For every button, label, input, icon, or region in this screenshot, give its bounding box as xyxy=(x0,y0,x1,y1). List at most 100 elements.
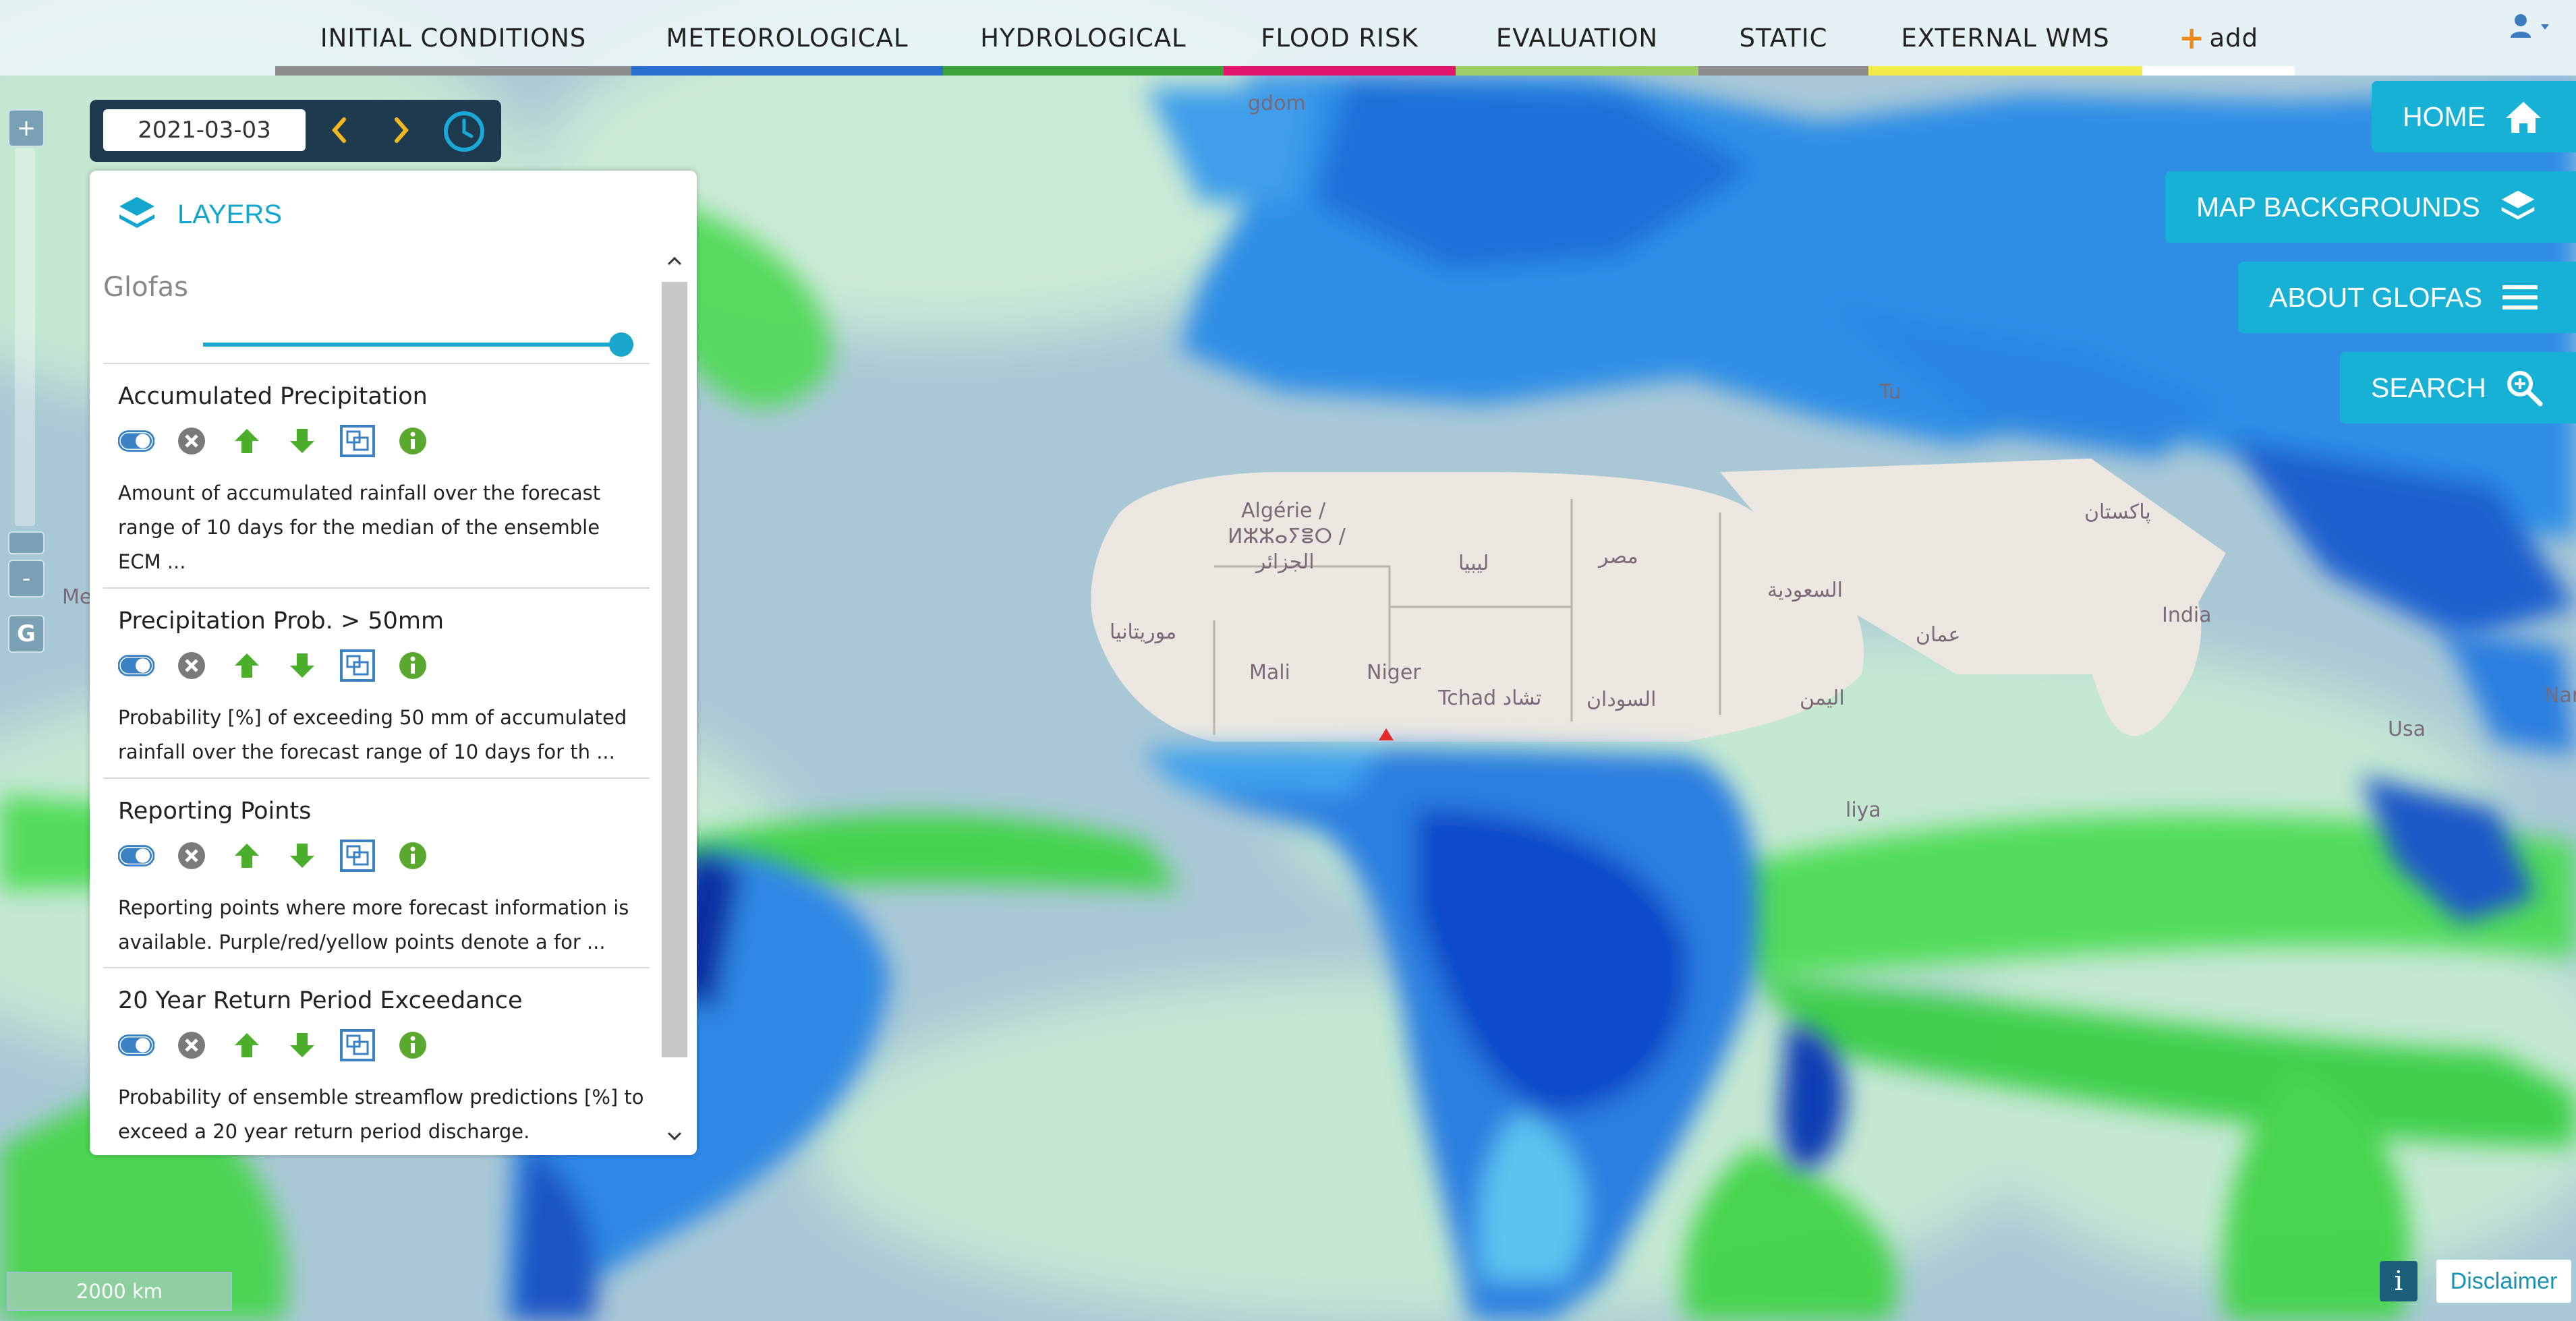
zoom-slider-handle[interactable] xyxy=(8,531,45,554)
divider xyxy=(103,363,650,364)
scrollbar-thumb[interactable] xyxy=(662,282,687,1057)
top-navigation: INITIAL CONDITIONS METEOROLOGICAL HYDROL… xyxy=(0,0,2576,76)
layer-remove-button[interactable] xyxy=(173,423,210,459)
toggle-on-icon xyxy=(118,655,154,676)
layer-remove-button[interactable] xyxy=(173,647,210,684)
close-circle-icon xyxy=(178,1032,205,1059)
tab-hydrological[interactable]: HYDROLOGICAL xyxy=(943,0,1224,76)
layer-visibility-toggle[interactable] xyxy=(118,1027,154,1063)
layer-move-up-button[interactable] xyxy=(229,1027,265,1063)
layer-name: 20 Year Return Period Exceedance xyxy=(118,987,523,1014)
layer-move-up-button[interactable] xyxy=(229,838,265,874)
map-label-algeria: Algérie / xyxy=(1241,499,1326,523)
menu-icon xyxy=(2502,285,2538,310)
tab-initial-conditions[interactable]: INITIAL CONDITIONS xyxy=(275,0,631,76)
layer-info-button[interactable] xyxy=(395,838,431,874)
search-button[interactable]: SEARCH xyxy=(2340,352,2576,423)
layer-visibility-toggle[interactable] xyxy=(118,838,154,874)
zoom-out-button[interactable]: - xyxy=(8,560,45,597)
layer-move-down-button[interactable] xyxy=(284,838,320,874)
chevron-up-icon xyxy=(667,256,682,266)
zoom-slider-track[interactable] xyxy=(15,148,35,526)
tab-meteorological[interactable]: METEOROLOGICAL xyxy=(631,0,943,76)
map-label-yemen: اليمن xyxy=(1800,686,1845,710)
layer-description: Amount of accumulated rainfall over the … xyxy=(118,481,601,573)
home-button[interactable]: HOME xyxy=(2372,81,2576,152)
about-glofas-button[interactable]: ABOUT GLOFAS xyxy=(2238,262,2576,333)
scroll-up-button[interactable] xyxy=(660,246,689,276)
layer-description: Probability of ensemble streamflow predi… xyxy=(118,1086,644,1143)
tab-evaluation[interactable]: EVALUATION xyxy=(1456,0,1698,76)
map-backgrounds-button-label: MAP BACKGROUNDS xyxy=(2196,191,2480,223)
info-icon xyxy=(399,652,426,679)
tab-flood-risk[interactable]: FLOOD RISK xyxy=(1224,0,1456,76)
tab-static[interactable]: STATIC xyxy=(1698,0,1868,76)
layer-move-down-button[interactable] xyxy=(284,647,320,684)
tab-color-bar xyxy=(1868,66,2142,76)
layer-zoom-extent-button[interactable] xyxy=(339,1027,376,1063)
chevron-left-icon xyxy=(332,117,346,143)
user-icon[interactable] xyxy=(2509,12,2556,43)
home-icon xyxy=(2506,102,2541,133)
info-icon xyxy=(399,428,426,454)
arrow-up-icon xyxy=(235,429,259,453)
map-label-mali: Mali xyxy=(1249,661,1290,684)
tab-add[interactable]: + add xyxy=(2142,0,2295,76)
layer-move-up-button[interactable] xyxy=(229,647,265,684)
group-opacity-slider[interactable] xyxy=(203,343,621,347)
layer-move-up-button[interactable] xyxy=(229,423,265,459)
tab-label: STATIC xyxy=(1739,23,1828,53)
tab-color-bar xyxy=(1224,66,1456,76)
map-label-algeria-tifinagh: ⵍⵣⵣⴰⵢⴻⵔ / xyxy=(1228,525,1346,548)
plus-icon: + xyxy=(2178,20,2206,56)
layer-remove-button[interactable] xyxy=(173,838,210,874)
tab-label: INITIAL CONDITIONS xyxy=(320,23,587,53)
layer-remove-button[interactable] xyxy=(173,1027,210,1063)
layer-zoom-extent-button[interactable] xyxy=(339,423,376,459)
map-info-button[interactable]: i xyxy=(2380,1261,2417,1301)
clock-icon xyxy=(444,111,484,152)
zoom-extent-icon xyxy=(340,649,375,682)
info-icon xyxy=(399,842,426,869)
layer-zoom-extent-button[interactable] xyxy=(339,647,376,684)
map-label-oman: عمان xyxy=(1916,623,1961,647)
layer-visibility-toggle[interactable] xyxy=(118,647,154,684)
disclaimer-link[interactable]: Disclaimer xyxy=(2436,1260,2571,1303)
layer-zoom-extent-button[interactable] xyxy=(339,838,376,874)
tab-external-wms[interactable]: EXTERNAL WMS xyxy=(1868,0,2142,76)
map-label-chad: Tchad تشاد xyxy=(1438,686,1542,710)
divider xyxy=(103,777,650,779)
map-backgrounds-button[interactable]: MAP BACKGROUNDS xyxy=(2165,171,2576,243)
arrow-down-icon xyxy=(290,429,314,453)
zoom-in-button[interactable]: + xyxy=(8,109,45,147)
date-toolbar: 2021-03-03 xyxy=(90,100,501,162)
chevron-right-icon xyxy=(395,117,409,143)
scroll-down-button[interactable] xyxy=(660,1121,689,1151)
tab-color-bar xyxy=(1456,66,1698,76)
layer-move-down-button[interactable] xyxy=(284,1027,320,1063)
info-icon xyxy=(399,1032,426,1059)
tab-label: HYDROLOGICAL xyxy=(980,23,1186,53)
search-button-label: SEARCH xyxy=(2371,372,2486,403)
group-opacity-slider-handle[interactable] xyxy=(609,332,633,357)
close-circle-icon xyxy=(178,842,205,869)
layers-panel-header[interactable]: LAYERS xyxy=(117,191,282,238)
time-animation-button[interactable] xyxy=(440,108,488,155)
map-label-me: Me xyxy=(62,585,92,609)
globe-toggle-button[interactable]: G xyxy=(8,615,45,653)
home-button-label: HOME xyxy=(2403,100,2486,132)
date-input[interactable]: 2021-03-03 xyxy=(103,109,306,151)
previous-date-button[interactable] xyxy=(315,109,364,151)
layer-info-button[interactable] xyxy=(395,647,431,684)
layer-move-down-button[interactable] xyxy=(284,423,320,459)
layer-visibility-toggle[interactable] xyxy=(118,423,154,459)
map-label-saudi: السعودية xyxy=(1767,579,1843,602)
layer-info-button[interactable] xyxy=(395,423,431,459)
arrow-up-icon xyxy=(235,1033,259,1057)
next-date-button[interactable] xyxy=(377,109,426,151)
tab-color-bar xyxy=(2142,66,2295,76)
search-icon xyxy=(2507,371,2543,407)
layer-info-button[interactable] xyxy=(395,1027,431,1063)
arrow-up-icon xyxy=(235,844,259,868)
map-label-nam: Nam xyxy=(2544,684,2576,707)
